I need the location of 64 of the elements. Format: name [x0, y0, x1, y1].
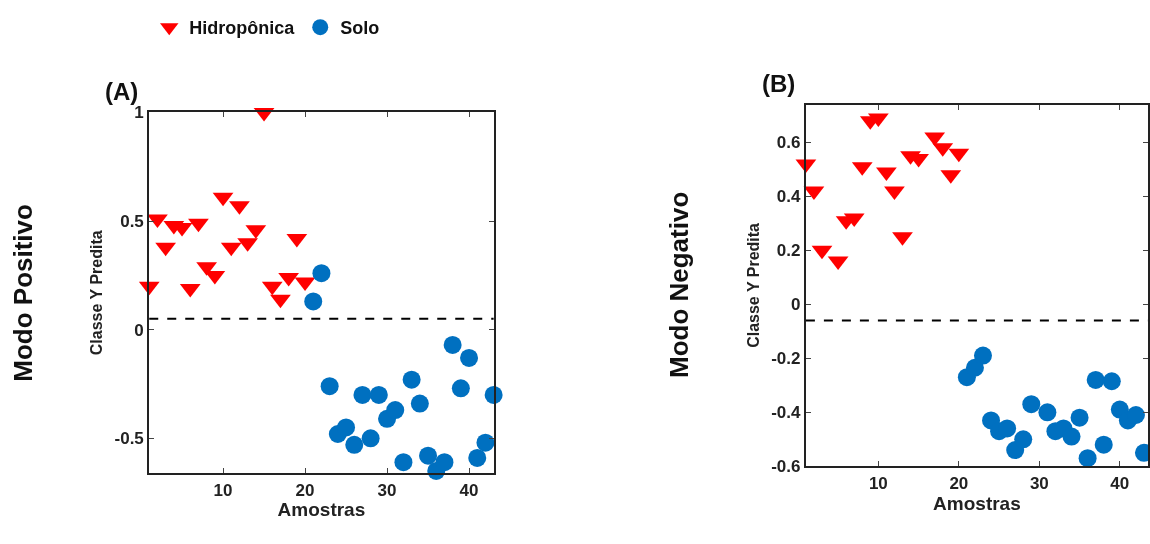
x-tick-label: 20 [949, 473, 969, 493]
y-tick-label: 0 [791, 295, 801, 315]
legend-label: Solo [340, 18, 380, 39]
chart-title: (A) [105, 78, 139, 105]
y-tick-label: 0.6 [776, 133, 801, 153]
point [1102, 372, 1121, 391]
point [443, 335, 462, 354]
y-tick-label: -0.5 [114, 429, 144, 449]
point [1022, 395, 1041, 414]
text: Modo Negativo [664, 191, 695, 379]
y-axis-title: Classe Y Predita [744, 222, 762, 348]
point [460, 348, 479, 367]
text: Modo Positivo [8, 204, 39, 382]
point [394, 453, 413, 472]
point [476, 433, 495, 452]
x-tick-label: 10 [213, 480, 233, 500]
x-tick-label: 30 [377, 480, 397, 500]
y-tick-label: -0.6 [771, 457, 801, 477]
legend-label: Hidropônica [189, 18, 296, 39]
chart-title: (B) [762, 70, 796, 97]
x-axis-title: Amostras [933, 492, 1021, 514]
point [304, 292, 323, 311]
point [353, 385, 372, 404]
point [386, 401, 405, 420]
x-axis-title: Amostras [277, 499, 366, 521]
x-tick-label: 30 [1029, 473, 1049, 493]
point [1038, 403, 1057, 422]
point [1126, 405, 1145, 424]
point [973, 346, 992, 365]
x-tick-label: 20 [295, 480, 315, 500]
point [345, 435, 364, 454]
point [998, 419, 1017, 438]
point [965, 358, 984, 377]
y-tick-label: 0.5 [120, 212, 144, 232]
point [1094, 435, 1113, 454]
point [1062, 427, 1081, 446]
x-tick-label: 40 [459, 480, 479, 500]
point [312, 264, 331, 283]
point [435, 453, 454, 472]
point [1014, 430, 1033, 449]
x-tick-label: 10 [868, 473, 888, 493]
y-tick-label: 0.2 [776, 241, 801, 261]
point [410, 394, 429, 413]
point [1078, 449, 1097, 468]
point [1086, 370, 1105, 389]
y-tick-label: 1 [134, 103, 144, 123]
point [337, 418, 356, 437]
y-tick-label: -0.4 [771, 403, 802, 423]
x-tick-label: 40 [1110, 473, 1130, 493]
point [419, 446, 438, 465]
y-tick-label: -0.2 [771, 349, 801, 369]
point [1070, 408, 1089, 427]
y-axis-title: Classe Y Predita [87, 230, 105, 356]
point [876, 167, 897, 182]
point [320, 377, 339, 396]
point [361, 429, 380, 448]
point [369, 385, 388, 404]
point [188, 218, 209, 233]
point [468, 448, 487, 467]
point [402, 370, 421, 389]
point [451, 379, 470, 398]
y-tick-label: 0 [134, 320, 144, 340]
y-tick-label: 0.4 [776, 187, 802, 207]
point [270, 294, 291, 309]
